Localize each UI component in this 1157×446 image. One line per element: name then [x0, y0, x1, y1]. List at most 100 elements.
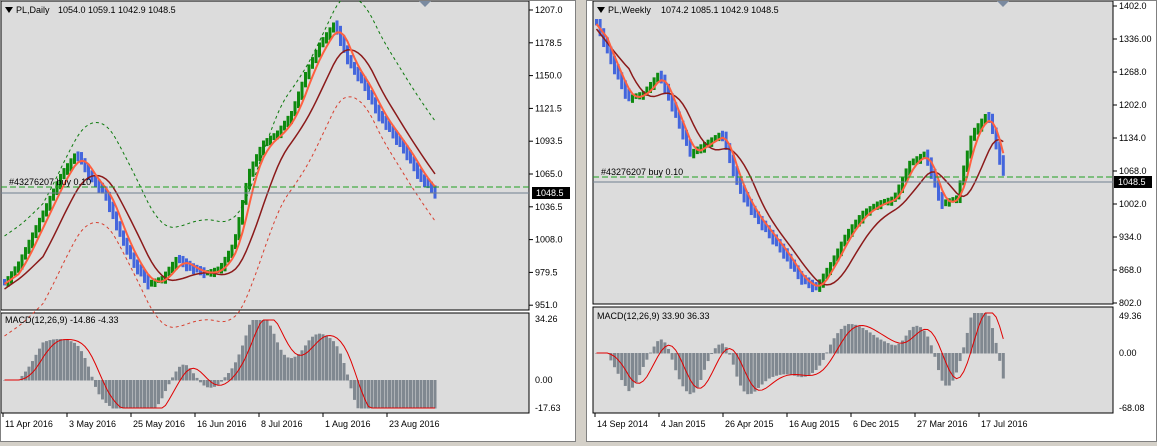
candle: [412, 156, 416, 172]
macd-bar: [38, 348, 41, 381]
candle: [405, 145, 409, 161]
weekly-header-dropdown-icon[interactable]: [597, 7, 605, 13]
macd-bar: [944, 353, 948, 386]
macd-bar: [706, 353, 710, 362]
macd-bar: [279, 349, 283, 381]
macd-bar: [283, 354, 286, 381]
macd-bar: [388, 380, 391, 409]
weekly-chart-canvas[interactable]: #43276207 buy 0.10 PL,Weekly 1074.2 1085…: [587, 0, 1156, 441]
daily-header-dropdown-icon[interactable]: [5, 7, 13, 13]
macd-bar: [328, 338, 332, 381]
macd-bar: [199, 380, 202, 383]
candle: [879, 200, 883, 210]
macd-bar: [850, 324, 854, 354]
daily-time-scale: 11 Apr 2016 3 May 2016 25 May 2016 16 Jun 2…: [2, 413, 440, 429]
macd-bar: [227, 373, 230, 381]
candle: [919, 153, 922, 164]
macd-bar: [52, 339, 55, 381]
weekly-macd-scale: 49.36 0.00 -68.08: [1119, 311, 1145, 413]
macd-bar: [1001, 353, 1005, 379]
macd-bar: [789, 353, 793, 375]
macd-bar: [139, 380, 143, 409]
candle: [13, 266, 17, 277]
candle: [861, 210, 865, 224]
candle: [41, 210, 45, 223]
candle: [839, 241, 843, 257]
candle: [782, 243, 786, 259]
candle: [20, 254, 24, 270]
macd-bar: [620, 353, 624, 381]
candle: [623, 80, 627, 99]
weekly-candles: [595, 19, 1005, 293]
candle: [258, 146, 262, 161]
candle: [118, 221, 122, 237]
macd-bar: [814, 353, 818, 371]
candle: [811, 279, 814, 293]
macd-bar: [991, 328, 994, 354]
daily-chart-canvas[interactable]: #43276207 buy 0.10 PL,Daily 1054.0 1059.…: [0, 0, 575, 441]
candle: [136, 259, 139, 275]
candle: [649, 81, 652, 93]
weekly-chart-window[interactable]: #43276207 buy 0.10 PL,Weekly 1074.2 1085…: [586, 0, 1157, 442]
price-tick-label: 1202.0: [1119, 100, 1147, 110]
weekly-current-price-box: [1114, 176, 1152, 188]
date-tick-label: 1 Aug 2016: [325, 419, 371, 429]
price-tick-label: 1336.00: [1119, 34, 1152, 44]
macd-bar: [276, 342, 279, 381]
macd-bar: [136, 380, 139, 409]
daily-chart-shift-marker-icon[interactable]: [419, 1, 431, 7]
price-tick-label: 1178.5: [535, 38, 562, 48]
candle: [346, 45, 349, 65]
macd-bar: [962, 347, 966, 354]
macd-bar: [153, 380, 157, 409]
candle: [76, 151, 80, 162]
macd-bar: [430, 380, 433, 409]
fast-ma-line: [595, 23, 1005, 287]
macd-bar: [688, 353, 692, 395]
candle: [958, 180, 962, 204]
candle: [631, 94, 634, 103]
macd-bar: [62, 339, 66, 381]
candle: [423, 174, 426, 188]
macd-bar: [897, 343, 901, 354]
candle: [38, 217, 41, 233]
weekly-chart-shift-marker-icon[interactable]: [997, 1, 1009, 7]
macd-bar: [20, 375, 24, 381]
macd-bar: [132, 380, 136, 409]
candle: [248, 168, 251, 190]
daily-ohlc-values: 1054.0 1059.1 1042.9 1048.5: [58, 5, 176, 15]
macd-bar: [883, 341, 886, 354]
candle: [69, 158, 73, 172]
candle: [728, 143, 732, 164]
weekly-order-label: #43276207 buy 0.10: [601, 167, 683, 177]
candle: [731, 154, 735, 177]
macd-bar: [370, 380, 374, 409]
macd-bar: [865, 330, 868, 354]
macd-bar: [659, 339, 663, 354]
daily-candles: [3, 20, 437, 290]
candle: [656, 72, 660, 83]
candle: [174, 256, 178, 270]
candle: [857, 215, 861, 227]
candle: [255, 154, 258, 167]
macd-bar: [677, 353, 681, 380]
candle: [321, 37, 325, 48]
daily-chart-window[interactable]: #43276207 buy 0.10 PL,Daily 1054.0 1059.…: [0, 0, 576, 442]
price-tick-label: 1207.0: [535, 5, 563, 15]
window-splitter[interactable]: [576, 0, 586, 442]
macd-bar: [216, 380, 220, 385]
candle: [48, 195, 52, 211]
candle: [803, 275, 807, 285]
macd-bar: [286, 357, 290, 381]
macd-signal-line: [596, 312, 1004, 391]
candle: [847, 228, 850, 242]
macd-bar: [374, 380, 377, 409]
candle: [143, 269, 146, 283]
candle: [192, 263, 195, 275]
candle: [276, 130, 279, 140]
candle: [868, 206, 872, 216]
macd-bar: [667, 348, 670, 354]
price-tick-label: 934.0: [1119, 232, 1142, 242]
daily-current-price: 1048.5: [536, 188, 564, 198]
candle: [363, 76, 367, 92]
